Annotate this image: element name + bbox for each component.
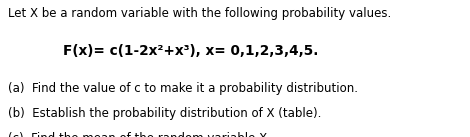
Text: (c)  Find the mean of the random variable X.: (c) Find the mean of the random variable… [8, 132, 271, 137]
Text: Let X be a random variable with the following probability values.: Let X be a random variable with the foll… [8, 7, 392, 20]
Text: (a)  Find the value of c to make it a probability distribution.: (a) Find the value of c to make it a pro… [8, 82, 359, 95]
Text: F(x)= c(1-2x²+x³), x= 0,1,2,3,4,5.: F(x)= c(1-2x²+x³), x= 0,1,2,3,4,5. [63, 44, 319, 58]
Text: (b)  Establish the probability distribution of X (table).: (b) Establish the probability distributi… [8, 107, 322, 120]
